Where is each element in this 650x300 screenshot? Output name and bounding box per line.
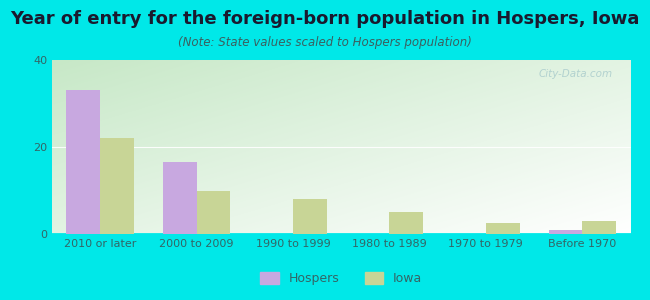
- Text: (Note: State values scaled to Hospers population): (Note: State values scaled to Hospers po…: [178, 36, 472, 49]
- Text: Year of entry for the foreign-born population in Hospers, Iowa: Year of entry for the foreign-born popul…: [10, 11, 640, 28]
- Bar: [549, 230, 582, 234]
- Legend: Hospers, Iowa: Hospers, Iowa: [260, 272, 422, 285]
- Text: City-Data.com: City-Data.com: [539, 69, 613, 79]
- Bar: [293, 199, 327, 234]
- Bar: [163, 162, 196, 234]
- Bar: [389, 212, 423, 234]
- Bar: [196, 190, 230, 234]
- Bar: [582, 221, 616, 234]
- Bar: [100, 138, 134, 234]
- Bar: [66, 91, 100, 234]
- Bar: [486, 223, 519, 234]
